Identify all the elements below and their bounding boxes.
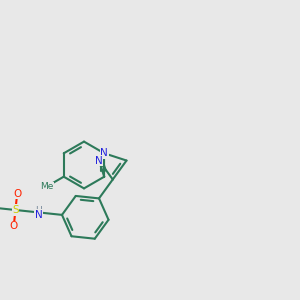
Text: S: S [12,205,19,215]
Text: O: O [10,221,18,231]
Text: N: N [35,210,43,220]
Text: Me: Me [40,182,53,191]
Text: N: N [95,155,103,166]
Text: O: O [13,189,21,199]
Text: N: N [100,148,108,158]
Text: H: H [35,206,42,214]
